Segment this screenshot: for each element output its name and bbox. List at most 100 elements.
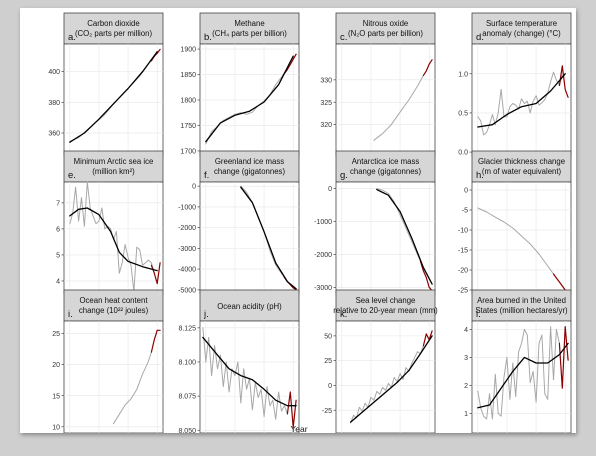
y-tick-label: 1700 <box>180 149 196 156</box>
series-observed-line <box>350 345 424 424</box>
y-tick-label: 1750 <box>180 123 196 130</box>
panel-title-line: relative to 20-year mean (mm) <box>333 306 438 315</box>
panel-header <box>335 150 436 183</box>
panel-title-line: anomaly (change) (°C) <box>482 29 561 38</box>
panel-title-line: (million km²) <box>92 167 135 176</box>
series-observed-line <box>376 188 421 262</box>
panel-letter: f. <box>204 170 209 181</box>
panel-header <box>63 289 164 322</box>
panel-title-line: Greenland ice mass <box>215 157 284 166</box>
y-tick-label: -5000 <box>178 287 196 294</box>
y-tick-label: 25 <box>324 358 332 365</box>
panel-title-line: Area burned in the United <box>477 296 566 305</box>
plot-area <box>63 320 164 434</box>
y-tick-label: 360 <box>48 131 60 138</box>
panel-title-line: Surface temperature <box>486 19 557 28</box>
y-tick-label: 1900 <box>180 47 196 54</box>
panel-letter: k. <box>340 309 347 320</box>
panel-header <box>471 289 572 322</box>
y-tick-label: 0.5 <box>458 111 468 118</box>
series-trend-line <box>349 335 433 423</box>
series-recent-line <box>552 273 566 291</box>
series-trend-line <box>205 55 294 143</box>
panel-letter: j. <box>203 309 209 320</box>
y-tick-label: -3000 <box>178 246 196 253</box>
y-tick-label: 8.125 <box>178 325 196 332</box>
y-tick-label: -25 <box>458 288 468 295</box>
series-observed-line <box>202 327 288 420</box>
plot-area <box>63 43 164 157</box>
y-tick-label: 3 <box>464 355 468 362</box>
panel-letter: l. <box>476 309 481 320</box>
y-tick-label: -10 <box>458 228 468 235</box>
panel-letter: a. <box>68 32 76 43</box>
panel-title-line: States (million hectares/yr) <box>475 306 568 315</box>
series-trend-line <box>69 51 158 143</box>
panel-letter: g. <box>340 170 348 181</box>
panel-header <box>471 150 572 183</box>
panel-h: Glacier thickness change(m of water equi… <box>458 150 572 295</box>
y-tick-label: 2 <box>464 383 468 390</box>
y-tick-label: -15 <box>458 248 468 255</box>
figure-card: Carbon dioxide (CO₂ parts per million) a. 3… <box>20 8 576 445</box>
y-tick-label: 330 <box>320 77 332 84</box>
y-tick-label: 25 <box>52 331 60 338</box>
y-tick-label: 0 <box>192 184 196 191</box>
panel-title-line: (m of water equivalent) <box>482 167 562 176</box>
plot-area <box>335 181 436 295</box>
y-tick-label: -1000 <box>178 204 196 211</box>
series-recent-line <box>286 391 297 429</box>
panel-header <box>335 289 436 322</box>
series-recent-line <box>558 326 569 389</box>
plot-area <box>335 320 436 434</box>
panel-letter: e. <box>68 170 76 181</box>
panel-c: Nitrous oxide(N₂O parts per billion)c. 32… <box>320 12 436 157</box>
panel-letter: b. <box>204 32 212 43</box>
y-tick-label: 320 <box>320 122 332 129</box>
y-tick-label: 7 <box>56 200 60 207</box>
panel-title-line: change (gigatonnes) <box>350 167 421 176</box>
panel-header <box>335 12 436 45</box>
series-trend-line <box>69 207 158 272</box>
y-tick-label: -5 <box>462 208 468 215</box>
plot-area <box>199 320 300 434</box>
series-trend-line <box>376 188 433 285</box>
series-recent-line <box>422 330 433 347</box>
y-tick-label: 0 <box>328 186 332 193</box>
y-tick-label: 4 <box>56 279 60 286</box>
y-tick-label: -1000 <box>314 219 332 226</box>
panel-title-line: change (10²² joules) <box>79 306 149 315</box>
panel-title-line: Methane <box>234 19 264 28</box>
panel-letter: i. <box>68 309 73 320</box>
panel-letter: d. <box>476 32 484 43</box>
y-tick-label: -3000 <box>314 285 332 292</box>
y-tick-label: 380 <box>48 100 60 107</box>
series-recent-line <box>150 329 161 353</box>
y-tick-label: 1.0 <box>458 71 468 78</box>
series-trend-line <box>477 342 569 409</box>
panel-title-line: Minimum Arctic sea ice <box>74 157 154 166</box>
panel-title-line: (CO₂ parts per million) <box>75 29 153 38</box>
series-observed-line <box>477 71 563 136</box>
y-tick-label: 20 <box>52 362 60 369</box>
panel-letter: c. <box>340 32 347 43</box>
y-tick-label: 6 <box>56 226 60 233</box>
y-tick-label: -2000 <box>178 225 196 232</box>
y-tick-label: 400 <box>48 69 60 76</box>
y-tick-label: 15 <box>52 393 60 400</box>
y-tick-label: 4 <box>464 327 468 334</box>
panel-letter: h. <box>476 170 484 181</box>
series-observed-line <box>113 351 152 425</box>
y-tick-label: -20 <box>458 268 468 275</box>
series-trend-line <box>240 186 297 290</box>
series-trend-line <box>202 336 297 407</box>
plot-area <box>335 43 436 157</box>
panel-header <box>199 150 300 183</box>
panel-header <box>63 12 164 45</box>
y-tick-label: 8.050 <box>178 428 196 433</box>
y-tick-label: 10 <box>52 424 60 431</box>
